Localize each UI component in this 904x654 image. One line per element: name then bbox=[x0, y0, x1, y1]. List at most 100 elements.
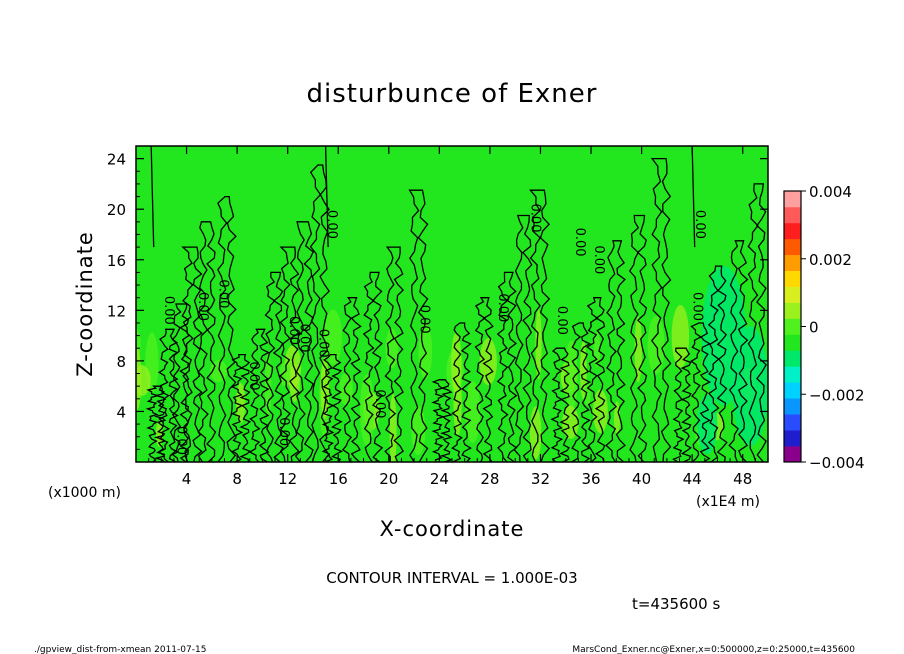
x-tick-label: 36 bbox=[581, 470, 600, 488]
contour-label: 0.00 bbox=[195, 292, 210, 321]
colorbar-swatch bbox=[784, 191, 801, 208]
footer-left: ./gpview_dist-from-xmean 2011-07-15 bbox=[34, 645, 206, 654]
x-tick-label: 12 bbox=[278, 470, 297, 488]
y-axis-label: Z-coordinate bbox=[73, 231, 97, 377]
contour-line bbox=[474, 297, 494, 462]
contour-line bbox=[513, 214, 533, 462]
y-tick-label: 20 bbox=[107, 201, 126, 219]
colorbar-tick-label: −0.002 bbox=[809, 386, 865, 404]
field-patch bbox=[279, 362, 291, 387]
field-patch bbox=[465, 380, 481, 444]
colorbar-swatch bbox=[784, 238, 801, 256]
contour-labels: 0.00 0.00 0.00 0.00 0.00 0.00 0.00 0.00 0.00 0.00… bbox=[161, 204, 707, 455]
contour-line bbox=[571, 322, 592, 462]
contour-line bbox=[321, 353, 344, 462]
colorbar-swatch bbox=[784, 366, 801, 383]
colorbar-swatch bbox=[784, 350, 801, 367]
y-tick-label: 4 bbox=[116, 403, 126, 421]
footer-right: MarsCond_Exner.nc@Exner,x=0:500000,z=0:2… bbox=[572, 645, 855, 654]
contour-label: 0.00 bbox=[161, 296, 176, 325]
contour-line bbox=[362, 271, 384, 462]
field-patch bbox=[647, 316, 665, 375]
x-tick-label: 4 bbox=[182, 470, 192, 488]
colorbar-tick-label: 0.002 bbox=[809, 251, 852, 269]
contour-line bbox=[384, 246, 405, 462]
field-patch bbox=[451, 332, 462, 395]
contour-line bbox=[431, 379, 453, 462]
contour-line bbox=[145, 385, 167, 462]
contour-line bbox=[628, 214, 648, 462]
contour-line bbox=[279, 246, 300, 462]
x-tick-label: 28 bbox=[480, 470, 499, 488]
y-tick-label: 24 bbox=[107, 151, 126, 169]
x-tick-label: 24 bbox=[430, 470, 449, 488]
field-patch bbox=[136, 365, 151, 396]
contour-line bbox=[309, 164, 330, 462]
contour-label: 0.00 bbox=[215, 279, 230, 308]
contour-line bbox=[605, 240, 626, 462]
colorbar-swatch bbox=[784, 334, 801, 351]
colorbar-swatch bbox=[784, 302, 801, 319]
contour-line bbox=[341, 297, 362, 462]
x-tick-label: 16 bbox=[329, 470, 348, 488]
colorbar-swatch bbox=[784, 270, 801, 287]
contour-label: 0.00 bbox=[416, 305, 431, 334]
plot-area: 0.00 0.00 0.00 0.00 0.00 0.00 0.00 0.00 0.00 0.00… bbox=[107, 145, 769, 488]
colorbar-tick-label: 0.004 bbox=[809, 183, 852, 201]
contour-line bbox=[324, 146, 329, 248]
contour-line bbox=[650, 157, 672, 462]
contour-line bbox=[150, 146, 155, 248]
contour-label: 0.00 bbox=[495, 293, 510, 322]
y-unit-label: (x1000 m) bbox=[48, 485, 121, 501]
x-tick-label: 20 bbox=[379, 470, 398, 488]
colorbar-swatch bbox=[784, 414, 801, 431]
contour-label: 0.00 bbox=[591, 245, 606, 274]
colorbar-swatch bbox=[784, 446, 801, 463]
contour-line bbox=[408, 189, 429, 462]
contour-line bbox=[496, 271, 518, 462]
colorbar-swatch bbox=[784, 222, 801, 240]
contour-line bbox=[248, 328, 270, 462]
field-patch bbox=[535, 309, 542, 380]
contour-interval-text: CONTOUR INTERVAL = 1.000E-03 bbox=[326, 569, 577, 587]
contour-label: 0.00 bbox=[324, 210, 339, 239]
field-patch bbox=[339, 372, 353, 406]
contour-label: 0.00 bbox=[246, 362, 261, 391]
y-tick-label: 8 bbox=[116, 353, 126, 371]
time-stamp-text: t=435600 s bbox=[632, 595, 720, 613]
colorbar-swatch bbox=[784, 382, 801, 399]
x-tick-label: 48 bbox=[733, 470, 752, 488]
contour-label: 0.00 bbox=[572, 228, 587, 257]
field-patch-negative bbox=[697, 394, 718, 455]
field-patch bbox=[324, 309, 342, 365]
colorbar-tick-label: 0 bbox=[809, 319, 819, 337]
x-tick-label: 40 bbox=[632, 470, 651, 488]
contour-line bbox=[550, 347, 570, 462]
contour-line bbox=[691, 146, 696, 248]
x-tick-label: 8 bbox=[232, 470, 242, 488]
contour-line bbox=[747, 183, 767, 462]
contour-line bbox=[294, 221, 315, 462]
colorbar-swatch bbox=[784, 430, 801, 447]
x-tick-label: 32 bbox=[531, 470, 550, 488]
contour-label: 0.00 bbox=[372, 389, 387, 418]
contour-label: 0.00 bbox=[296, 324, 311, 353]
colorbar: 0.004 0.002 0 −0.002 −0.004 bbox=[783, 183, 865, 472]
field-patch bbox=[562, 405, 579, 439]
contour-label: 0.00 bbox=[554, 306, 569, 335]
contour-line bbox=[728, 240, 749, 462]
contour-label: 0.00 bbox=[276, 417, 291, 446]
y-axis-ticks: 4 8 12 16 20 24 bbox=[107, 151, 768, 450]
x-axis-ticks: 4 8 12 16 20 24 28 32 36 40 44 48 bbox=[148, 146, 756, 488]
colorbar-swatch bbox=[784, 398, 801, 415]
x-axis-label: X-coordinate bbox=[380, 517, 525, 541]
colorbar-tick-label: −0.004 bbox=[809, 454, 865, 472]
contour-line bbox=[672, 347, 692, 462]
contour-line bbox=[529, 189, 551, 462]
y-tick-label: 16 bbox=[107, 252, 126, 270]
contour-line bbox=[197, 221, 217, 462]
colorbar-swatch bbox=[784, 254, 801, 272]
contour-label: 0.00 bbox=[528, 204, 543, 233]
contour-label: 0.00 bbox=[689, 292, 704, 321]
